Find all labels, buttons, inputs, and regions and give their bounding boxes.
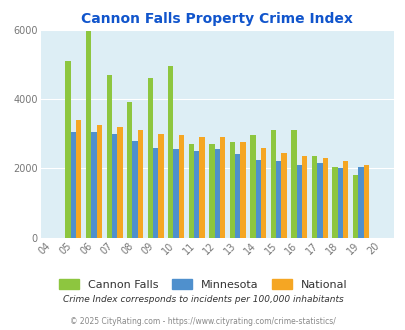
Bar	[117, 127, 122, 238]
Bar	[296, 165, 301, 238]
Bar	[158, 134, 163, 238]
Bar	[291, 130, 296, 238]
Bar	[342, 161, 347, 238]
Bar	[127, 102, 132, 238]
Bar	[214, 149, 220, 238]
Legend: Cannon Falls, Minnesota, National: Cannon Falls, Minnesota, National	[54, 275, 351, 294]
Title: Cannon Falls Property Crime Index: Cannon Falls Property Crime Index	[81, 12, 352, 26]
Bar	[106, 75, 112, 238]
Bar	[281, 153, 286, 238]
Bar	[86, 31, 91, 238]
Bar	[153, 148, 158, 238]
Bar	[96, 125, 102, 238]
Text: Crime Index corresponds to incidents per 100,000 inhabitants: Crime Index corresponds to incidents per…	[62, 295, 343, 304]
Bar	[240, 142, 245, 238]
Bar	[194, 151, 199, 238]
Bar	[337, 168, 342, 238]
Bar	[220, 137, 225, 238]
Bar	[199, 137, 204, 238]
Bar	[270, 130, 275, 238]
Text: © 2025 CityRating.com - https://www.cityrating.com/crime-statistics/: © 2025 CityRating.com - https://www.city…	[70, 317, 335, 326]
Bar	[332, 167, 337, 238]
Bar	[91, 132, 96, 238]
Bar	[132, 141, 137, 238]
Bar	[209, 144, 214, 238]
Bar	[76, 120, 81, 238]
Bar	[178, 135, 184, 238]
Bar	[363, 165, 368, 238]
Bar	[352, 175, 357, 238]
Bar	[70, 132, 76, 238]
Bar	[168, 66, 173, 238]
Bar	[112, 134, 117, 238]
Bar	[260, 148, 266, 238]
Bar	[173, 149, 178, 238]
Bar	[322, 158, 327, 238]
Bar	[229, 142, 234, 238]
Bar	[188, 144, 194, 238]
Bar	[311, 156, 316, 238]
Bar	[357, 167, 363, 238]
Bar	[65, 61, 70, 238]
Bar	[255, 160, 260, 238]
Bar	[234, 154, 240, 238]
Bar	[275, 161, 281, 238]
Bar	[147, 78, 153, 238]
Bar	[249, 135, 255, 238]
Bar	[137, 130, 143, 238]
Bar	[301, 156, 307, 238]
Bar	[316, 163, 322, 238]
